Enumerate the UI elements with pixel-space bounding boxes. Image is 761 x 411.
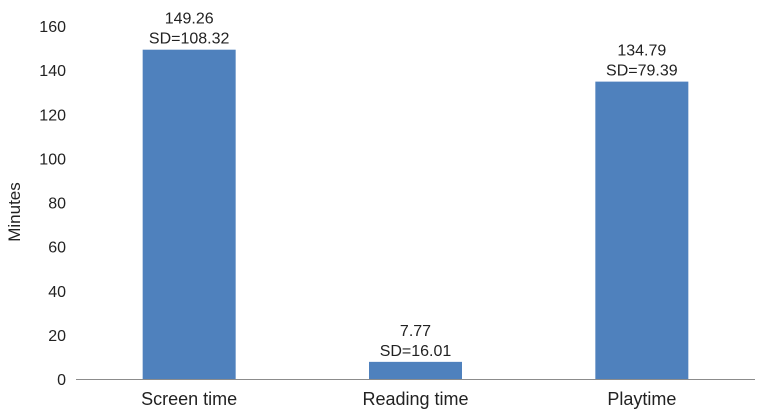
x-tick-label: Playtime bbox=[607, 389, 676, 409]
y-tick-label: 80 bbox=[48, 196, 66, 213]
bar bbox=[369, 361, 462, 379]
x-tick-label: Reading time bbox=[362, 389, 468, 409]
x-tick-label: Screen time bbox=[141, 389, 237, 409]
bar bbox=[595, 81, 689, 379]
data-label-sd: SD=79.39 bbox=[606, 63, 678, 80]
y-tick-label: 20 bbox=[48, 328, 66, 345]
data-label-sd: SD=108.32 bbox=[149, 31, 230, 48]
y-tick-label: 100 bbox=[39, 151, 66, 168]
bars bbox=[142, 49, 689, 379]
data-label-value: 134.79 bbox=[617, 43, 666, 60]
data-label-value: 149.26 bbox=[165, 11, 214, 28]
x-axis: Screen time Reading time Playtime bbox=[141, 389, 676, 409]
y-tick-label: 120 bbox=[39, 107, 66, 124]
y-tick-label: 140 bbox=[39, 63, 66, 80]
data-label-sd: SD=16.01 bbox=[380, 343, 452, 360]
y-axis-title: Minutes bbox=[5, 182, 24, 242]
data-label-value: 7.77 bbox=[400, 323, 431, 340]
y-tick-label: 0 bbox=[57, 372, 66, 389]
bar bbox=[142, 49, 236, 379]
y-axis: 0 20 40 60 80 100 120 140 160 bbox=[39, 19, 66, 389]
data-labels: 149.26 SD=108.32 7.77 SD=16.01 134.79 SD=79.3… bbox=[149, 11, 678, 360]
y-tick-label: 60 bbox=[48, 240, 66, 257]
y-tick-label: 40 bbox=[48, 284, 66, 301]
y-tick-label: 160 bbox=[39, 19, 66, 36]
